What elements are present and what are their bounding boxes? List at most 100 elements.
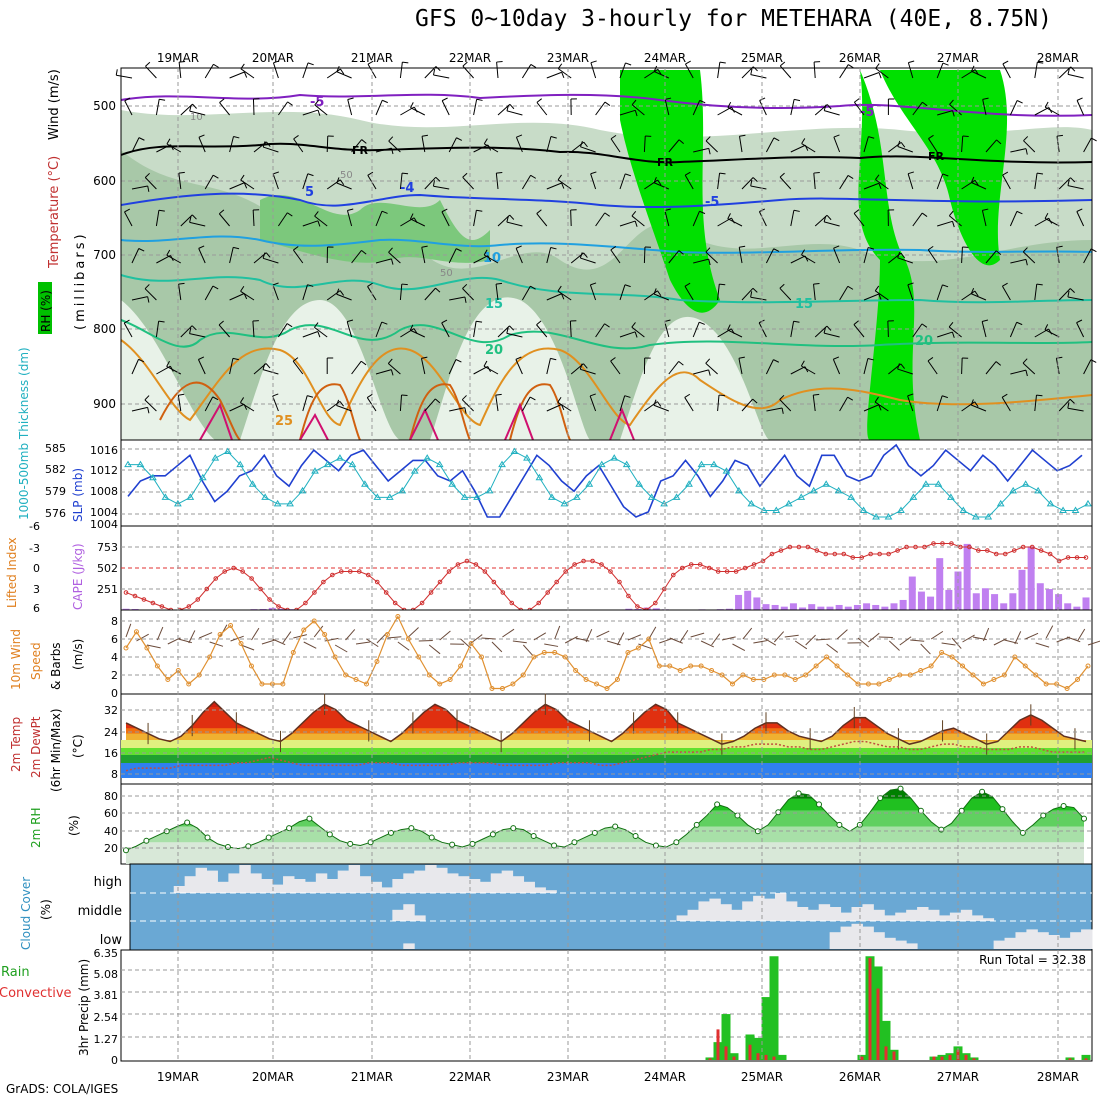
li-point bbox=[132, 593, 138, 599]
li-point bbox=[1056, 558, 1062, 564]
wind-barb bbox=[936, 395, 949, 412]
wind10-barb bbox=[564, 635, 578, 644]
li-point bbox=[859, 555, 865, 560]
rh-point bbox=[795, 790, 802, 797]
cloud-cell bbox=[293, 879, 306, 893]
cape-bar bbox=[744, 590, 752, 610]
wind10-point bbox=[562, 654, 568, 660]
wind-barb bbox=[823, 104, 840, 116]
rh-point bbox=[449, 841, 456, 848]
wind-barb bbox=[1001, 282, 1011, 301]
date-label-bottom: 28MAR bbox=[1037, 1070, 1079, 1084]
wind10-barb bbox=[355, 641, 370, 645]
ylabel-rh2m: 2m RH bbox=[29, 808, 43, 849]
li-point bbox=[581, 558, 586, 564]
ytick-900: 900 bbox=[93, 397, 116, 411]
rh-point bbox=[1040, 812, 1047, 819]
li-point bbox=[276, 604, 281, 609]
wind10-point bbox=[907, 672, 913, 678]
thickness-point bbox=[373, 493, 382, 500]
ytick-slp: 1004 bbox=[90, 518, 118, 531]
wind10-point bbox=[426, 672, 432, 678]
wind-barb bbox=[766, 407, 784, 414]
cloud-series bbox=[173, 865, 1093, 949]
wind-barb bbox=[765, 359, 780, 375]
wind-barb bbox=[1055, 356, 1063, 375]
thickness-point bbox=[485, 486, 494, 494]
wind-barb bbox=[536, 209, 548, 227]
wind-barb bbox=[985, 250, 1002, 264]
li-point bbox=[312, 590, 317, 595]
li-point bbox=[608, 569, 613, 574]
wind-barb bbox=[1056, 245, 1063, 264]
slp-grid bbox=[121, 448, 1092, 515]
wind-barb bbox=[131, 248, 145, 264]
thickness-point bbox=[1084, 499, 1092, 507]
li-point bbox=[437, 579, 443, 585]
wind-barb bbox=[314, 322, 328, 338]
thickness-point bbox=[622, 460, 631, 468]
cape-bar bbox=[908, 576, 916, 610]
li-point bbox=[993, 551, 999, 557]
wind10-point bbox=[688, 663, 694, 669]
wind-barb bbox=[272, 393, 279, 412]
cape-bar bbox=[872, 604, 880, 610]
wind10-barb bbox=[836, 629, 848, 640]
isotherm-15 bbox=[120, 274, 1093, 304]
wind-barb bbox=[693, 258, 711, 266]
wind-barb bbox=[619, 395, 631, 412]
li-point bbox=[150, 600, 156, 606]
date-label-top: 27MAR bbox=[937, 51, 979, 65]
wind-barb bbox=[204, 174, 219, 190]
cloud-cell bbox=[982, 918, 995, 921]
isotherm-label: 15 bbox=[795, 297, 813, 312]
wind10-point bbox=[290, 650, 296, 655]
wind10-barb bbox=[199, 632, 213, 639]
dewpoint-line bbox=[125, 740, 1086, 772]
wind-barb bbox=[839, 396, 854, 412]
rh-point bbox=[530, 832, 537, 839]
wind10-yticks: 8 6 4 2 0 bbox=[111, 615, 118, 700]
li-point bbox=[967, 544, 972, 550]
li-point bbox=[141, 597, 147, 602]
wind-barb bbox=[693, 369, 711, 376]
cape-bar bbox=[963, 543, 971, 610]
cloud-cell bbox=[457, 876, 470, 893]
li-point bbox=[985, 548, 990, 553]
rh-point bbox=[265, 834, 272, 841]
wind-barb bbox=[668, 250, 684, 264]
thickness-point bbox=[710, 460, 718, 468]
wind10-point bbox=[332, 654, 338, 660]
precip-total-bar bbox=[881, 1020, 891, 1060]
wind-barb bbox=[546, 246, 557, 264]
wind-barb bbox=[863, 247, 875, 264]
li-point bbox=[823, 551, 829, 557]
cape-bar bbox=[771, 604, 779, 610]
cloud-level-low: low bbox=[100, 933, 123, 948]
cape-grid bbox=[121, 546, 1092, 590]
thickness-point bbox=[473, 493, 481, 500]
wind-barb bbox=[1044, 101, 1060, 116]
precip-grid bbox=[121, 969, 1092, 1038]
li-point bbox=[679, 565, 685, 571]
thickness-point bbox=[261, 493, 270, 500]
wind-barb bbox=[668, 360, 684, 375]
wind-barb bbox=[1010, 369, 1028, 377]
wind-barb bbox=[961, 179, 979, 190]
wind-barb bbox=[610, 246, 621, 264]
rh-point bbox=[917, 807, 924, 814]
wind-barb bbox=[750, 179, 767, 190]
slp-series bbox=[124, 443, 1092, 520]
wind-barb bbox=[262, 252, 279, 264]
wind10-point bbox=[395, 614, 401, 619]
cloud-cell bbox=[895, 940, 907, 949]
thickness-point bbox=[922, 480, 930, 487]
ytick-temp: 16 bbox=[104, 747, 118, 760]
wind-barb bbox=[432, 180, 450, 190]
wind-barb bbox=[424, 398, 441, 412]
wind-barb bbox=[692, 99, 706, 116]
li-point bbox=[330, 572, 335, 578]
wind-barb bbox=[907, 60, 915, 79]
wind-barb bbox=[483, 360, 499, 375]
precip-conv-bar bbox=[756, 1053, 760, 1060]
